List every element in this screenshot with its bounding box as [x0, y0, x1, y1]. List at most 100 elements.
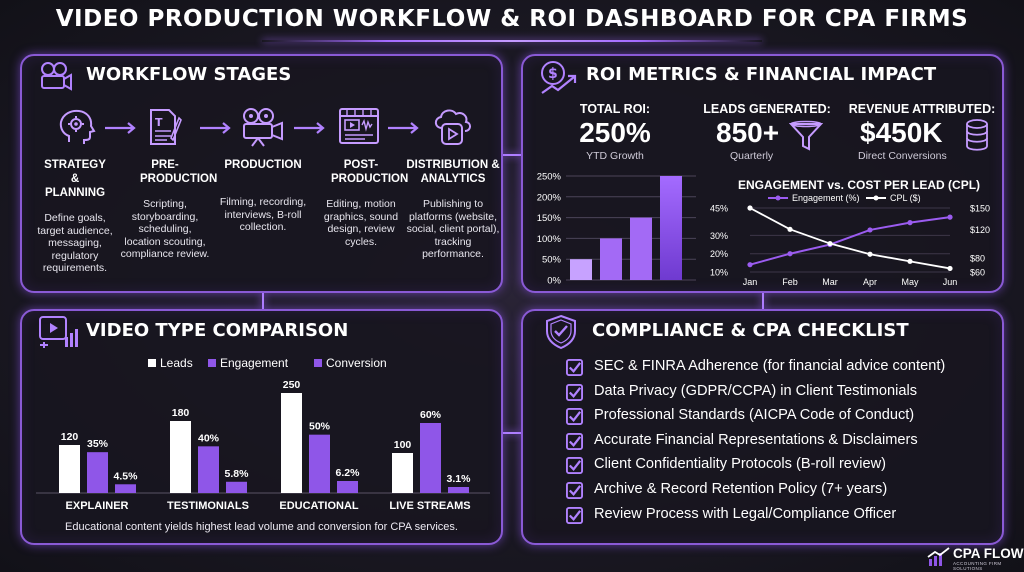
checkbox-checked-icon[interactable] [566, 506, 583, 524]
y-tick-label: 200% [537, 192, 562, 203]
roi-bar [600, 238, 622, 280]
y-tick-label: 250% [537, 172, 562, 183]
kpi-label: LEADS GENERATED: [703, 102, 831, 116]
title-underline [262, 40, 762, 42]
legend-swatch [314, 359, 322, 367]
kpi-sub: YTD Growth [586, 150, 644, 162]
x-tick-label: Apr [863, 277, 877, 287]
cpl-point [907, 258, 913, 264]
cloud-play-icon [434, 109, 471, 145]
compliance-title: COMPLIANCE & CPA CHECKLIST [592, 320, 909, 341]
bar-value-label: 3.1% [447, 473, 472, 485]
video-type-bar [226, 481, 247, 493]
arrow-right-icon [105, 122, 136, 134]
panel-connector [262, 293, 264, 309]
workflow-stage: PRODUCTION Filming, recording, interview… [215, 158, 311, 234]
legend-marker [775, 195, 781, 201]
category-label: LIVE STREAMS [389, 500, 470, 512]
checkbox-checked-icon[interactable] [566, 408, 583, 426]
y-tick-label: 50% [542, 255, 562, 266]
checkbox-checked-icon[interactable] [566, 359, 583, 376]
series-line-cpl [749, 207, 951, 270]
y-left-tick-label: 10% [710, 268, 728, 278]
checkbox-checked-icon[interactable] [566, 482, 583, 499]
kpi-label: TOTAL ROI: [579, 102, 651, 116]
stage-desc: Scripting, storyboarding, scheduling, lo… [120, 198, 210, 261]
checklist-item: Archive & Record Retention Policy (7+ ye… [594, 481, 888, 497]
cpl-point [787, 226, 793, 232]
roi-bar [570, 259, 592, 280]
checklist-item: Accurate Financial Representations & Dis… [594, 431, 918, 448]
arrow-right-icon [388, 122, 419, 134]
kpi-sub: Quarterly [730, 150, 774, 162]
series-line-engagement [749, 216, 951, 266]
checkbox-checked-icon[interactable] [566, 383, 583, 401]
legend-label: Conversion [326, 356, 387, 370]
cpl-point [827, 240, 833, 247]
checkbox-checked-icon[interactable] [566, 457, 583, 475]
video-type-bar [281, 393, 302, 493]
workflow-panel [20, 54, 503, 293]
arrow-right-icon [200, 122, 231, 134]
coin-stack-icon [966, 119, 988, 151]
y-right-tick-label: $60 [970, 268, 985, 278]
stage-name: POST-PRODUCTION [331, 159, 409, 185]
video-type-bar [87, 452, 108, 493]
category-label: TESTIMONIALS [167, 500, 249, 512]
y-tick-label: 0% [547, 276, 561, 287]
stage-desc: Editing, motion graphics, sound design, … [323, 198, 399, 248]
roi-bar [630, 217, 652, 280]
bar-value-label: 4.5% [114, 470, 139, 482]
bar-value-label: 5.8% [225, 468, 250, 480]
kpi-sub: Direct Conversions [858, 150, 947, 162]
video-type-bar [337, 481, 358, 493]
video-editor-icon [339, 108, 379, 144]
engagement-cpl-line-chart: Engagement (%) CPL ($) 10% 20% 30% 45% $60 $80 $… [710, 193, 990, 287]
stage-name: PRE-PRODUCTION [140, 159, 218, 185]
funnel-icon [789, 120, 823, 151]
y-left-tick-label: 45% [710, 204, 728, 214]
workflow-stage: POST-PRODUCTION Editing, motion graphics… [313, 158, 409, 248]
video-type-bar [309, 434, 330, 493]
roi-title: ROI METRICS & FINANCIAL IMPACT [586, 64, 937, 85]
stage-name: STRATEGY & PLANNING [44, 159, 106, 199]
x-tick-label: Jun [943, 277, 958, 287]
logo-tagline: ACCOUNTING FIRM SOLUTIONS [953, 561, 1002, 571]
stage-name: PRODUCTION [224, 159, 302, 171]
checklist-item: Professional Standards (AICPA Code of Co… [594, 407, 915, 424]
roi-bar [660, 176, 682, 280]
logo-name: CPA FLOW [953, 546, 1024, 561]
roi-bar-chart: 0% 50% 100% 150% 200% 250% [537, 172, 696, 287]
checkbox-checked-icon[interactable] [566, 432, 583, 450]
y-right-tick-label: $120 [970, 225, 990, 235]
panel-connector [503, 432, 521, 434]
kpi-leads: LEADS GENERATED: 850+ Quarterly [702, 102, 832, 162]
kpi-value: $450K [860, 117, 943, 148]
stage-name: DISTRIBUTION & ANALYTICS [406, 159, 500, 185]
dollar-growth-icon: $ [541, 61, 577, 94]
engagement-point [867, 227, 873, 233]
video-type-bar [198, 446, 219, 493]
legend-label: Engagement [220, 356, 289, 370]
workflow-stage: STRATEGY & PLANNING Define goals, target… [30, 158, 120, 275]
y-left-tick-label: 20% [710, 249, 728, 259]
kpi-revenue: REVENUE ATTRIBUTED: $450K Direct Convers… [848, 102, 996, 162]
video-type-bar-chart: Leads Engagement Conversion 120 35% 4.5% EXPLA… [36, 356, 490, 512]
x-tick-label: Mar [822, 277, 838, 287]
line-chart-title: ENGAGEMENT vs. COST PER LEAD (CPL) [738, 178, 981, 192]
category-label: EXPLAINER [66, 500, 129, 512]
x-tick-label: May [901, 277, 919, 287]
svg-text:T: T [155, 116, 163, 129]
brain-gear-icon [59, 109, 96, 144]
engagement-point [747, 262, 753, 268]
bar-value-label: 6.2% [336, 467, 361, 479]
legend-swatch [148, 359, 156, 367]
x-tick-label: Feb [782, 277, 798, 287]
camera-icon [41, 62, 72, 91]
category-label: EDUCATIONAL [279, 500, 359, 512]
y-right-tick-label: $150 [970, 204, 990, 214]
checklist-item: Client Confidentiality Protocols (B-roll… [594, 456, 886, 473]
legend-label: Leads [160, 356, 193, 370]
video-type-bar [170, 421, 191, 493]
script-pen-icon: T [150, 109, 182, 145]
